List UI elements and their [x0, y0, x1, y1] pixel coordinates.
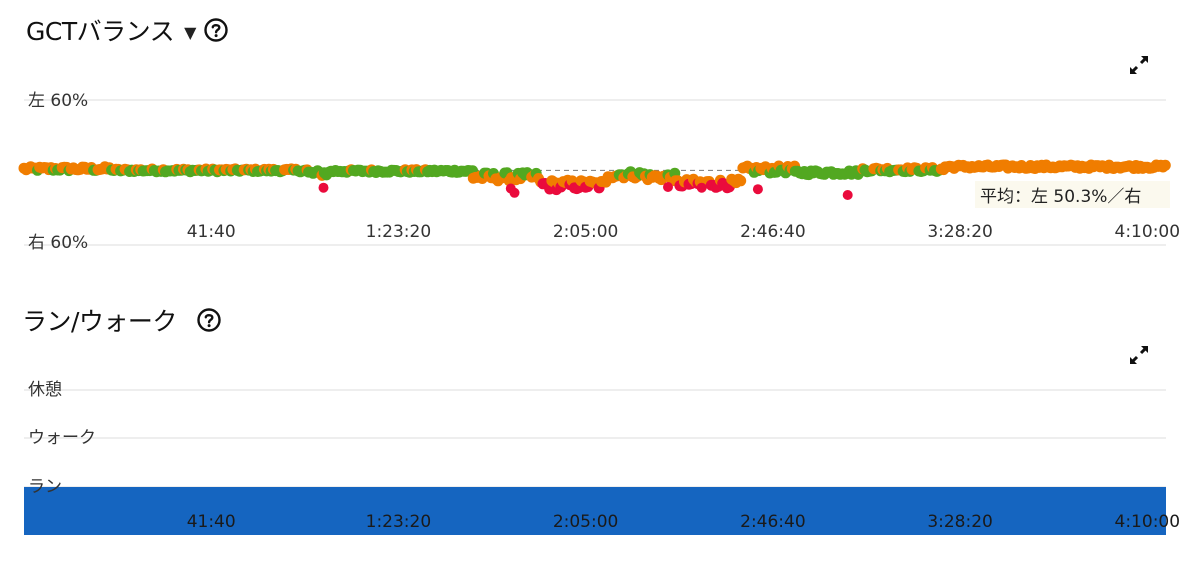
x-tick-label: 4:10:00 [1115, 222, 1181, 242]
expand-icon[interactable] [1126, 52, 1152, 78]
gct-data-point [509, 187, 520, 198]
run-walk-rows [24, 389, 1166, 488]
gct-data-point [1159, 159, 1171, 171]
x-tick-label: 2:46:40 [740, 512, 806, 532]
question-circle-icon[interactable] [204, 18, 229, 42]
x-tick-label: 2:05:00 [553, 512, 619, 532]
run-walk-x-axis: 41:40 1:23:20 2:05:00 2:46:40 3:28:20 4:10:00 [187, 512, 1180, 532]
x-tick-label: 4:10:00 [1115, 512, 1181, 532]
x-tick-label: 1:23:20 [366, 222, 432, 242]
gct-header: GCTバランス ▼ [26, 12, 229, 48]
x-tick-label: 41:40 [187, 222, 236, 242]
x-tick-label: 41:40 [187, 512, 236, 532]
x-tick-label: 2:05:00 [553, 222, 619, 242]
question-circle-icon[interactable] [197, 308, 221, 332]
y-tick-label-left: 左 60% [28, 91, 88, 111]
gct-title: GCTバランス [26, 17, 175, 46]
caret-down-icon[interactable]: ▼ [184, 22, 197, 42]
gct-data-point [663, 182, 673, 192]
x-tick-label: 2:46:40 [740, 222, 806, 242]
category-label: ラン [28, 477, 62, 497]
run-walk-header: ラン/ウォーク [22, 302, 221, 338]
x-tick-label: 3:28:20 [927, 222, 993, 242]
run-walk-interval-bar [24, 487, 1166, 535]
run-walk-panel: ラン/ウォーク 休憩ウォークラン 41:40 1:23:20 2:05:00 2:46… [0, 290, 1200, 575]
average-label-bg [975, 181, 1170, 208]
gct-data-point [318, 182, 329, 193]
gct-data-point [842, 190, 853, 200]
category-label: 休憩 [28, 380, 62, 400]
gct-data-point [752, 184, 763, 195]
gct-balance-panel: GCTバランス ▼ 左 60% 右 60% 41:40 1:23:20 2:05:0… [0, 0, 1200, 280]
x-tick-label: 1:23:20 [366, 512, 432, 532]
gct-chart: 左 60% 右 60% 41:40 1:23:20 2:05:00 2:46:40 3:… [18, 91, 1180, 253]
run-walk-title: ラン/ウォーク [22, 307, 177, 336]
gct-data-point [696, 182, 707, 193]
average-label: 平均：左 50.3%／右 [980, 187, 1141, 207]
y-tick-label-right: 右 60% [28, 233, 88, 253]
x-tick-label: 3:28:20 [927, 512, 993, 532]
gct-x-axis: 41:40 1:23:20 2:05:00 2:46:40 3:28:20 4:10:00 [187, 222, 1180, 242]
category-label: ウォーク [28, 428, 96, 448]
gct-points [18, 159, 1171, 200]
gct-data-point [735, 175, 747, 187]
expand-icon[interactable] [1126, 342, 1152, 368]
